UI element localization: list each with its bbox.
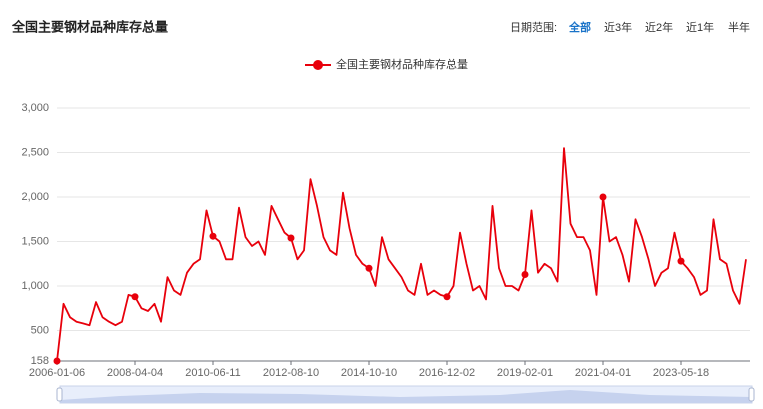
x-tick-label: 2010-06-11 bbox=[185, 367, 240, 379]
x-tick-label: 2012-08-10 bbox=[263, 367, 319, 379]
x-tick-label: 2019-02-01 bbox=[497, 367, 553, 379]
legend-symbol bbox=[313, 60, 323, 70]
x-tick-label: 2006-01-06 bbox=[29, 367, 85, 379]
data-point bbox=[365, 264, 373, 272]
x-tick-label: 2023-05-18 bbox=[653, 367, 709, 379]
y-tick-label: 1,500 bbox=[21, 235, 49, 247]
range-label: 日期范围: bbox=[510, 20, 557, 34]
data-point bbox=[209, 232, 217, 240]
x-tick-label: 2016-12-02 bbox=[419, 367, 475, 379]
y-tick-label: 158 bbox=[31, 355, 49, 367]
y-tick-label: 1,000 bbox=[21, 280, 49, 292]
y-tick-label: 2,500 bbox=[21, 146, 49, 158]
data-point bbox=[131, 293, 139, 301]
zoom-handle[interactable] bbox=[56, 387, 63, 402]
range-option[interactable]: 半年 bbox=[728, 20, 750, 34]
range-option[interactable]: 近3年 bbox=[604, 20, 632, 34]
data-line bbox=[56, 147, 747, 362]
y-tick-label: 2,000 bbox=[21, 191, 49, 203]
range-option[interactable]: 全部 bbox=[568, 20, 591, 34]
page-title: 全国主要钢材品种库存总量 bbox=[11, 19, 168, 34]
data-point bbox=[443, 293, 451, 301]
range-option[interactable]: 近1年 bbox=[686, 20, 714, 34]
x-tick-label: 2008-04-04 bbox=[107, 367, 163, 379]
zoom-slider[interactable] bbox=[56, 385, 755, 404]
x-tick-label: 2021-04-01 bbox=[575, 367, 631, 379]
legend-label: 全国主要钢材品种库存总量 bbox=[336, 57, 468, 71]
y-tick-label: 3,000 bbox=[21, 102, 49, 114]
data-point bbox=[53, 357, 61, 365]
x-tick-label: 2014-10-10 bbox=[341, 367, 397, 379]
zoom-shadow bbox=[60, 390, 752, 403]
data-point bbox=[521, 270, 529, 278]
data-point bbox=[677, 257, 685, 265]
y-tick-label: 500 bbox=[31, 324, 49, 336]
data-point bbox=[287, 234, 295, 242]
range-option[interactable]: 近2年 bbox=[645, 20, 673, 34]
data-point bbox=[599, 193, 607, 201]
zoom-handle[interactable] bbox=[748, 387, 755, 402]
